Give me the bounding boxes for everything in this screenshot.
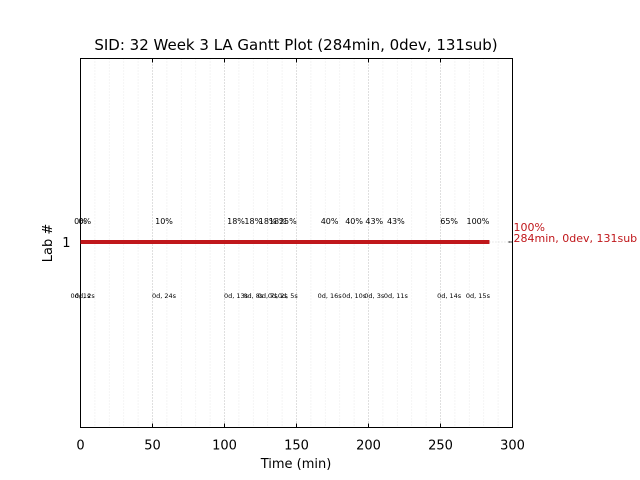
event-time-label: 0d, 1s bbox=[71, 292, 92, 300]
event-time-label: 0d, 8s bbox=[243, 292, 264, 300]
event-percent-label: 10% bbox=[155, 217, 173, 226]
end-percent-label: 100% bbox=[514, 221, 545, 234]
event-time-label: 0d, 11s bbox=[384, 292, 409, 300]
x-tick-label: 250 bbox=[428, 439, 453, 454]
event-percent-label: 40% bbox=[321, 217, 339, 226]
x-axis-ticks: 0 50 100 150 200 250 300 bbox=[76, 58, 525, 454]
event-percent-label: 43% bbox=[387, 217, 405, 226]
x-tick-label: 50 bbox=[144, 439, 161, 454]
event-percent-label: 25% bbox=[279, 217, 297, 226]
x-tick-label: 100 bbox=[212, 439, 237, 454]
event-percent-label: 18% bbox=[259, 217, 277, 226]
event-percent-label: 0% bbox=[78, 217, 91, 226]
y-axis-label: Lab # bbox=[41, 224, 56, 263]
event-time-label: 0d, 7s bbox=[258, 292, 279, 300]
event-time-label: 0d, 15s bbox=[466, 292, 491, 300]
event-time-label: 0d, 3s bbox=[364, 292, 385, 300]
y-tick-label: 1 bbox=[62, 236, 70, 251]
event-time-label: 0d, 2s bbox=[75, 292, 96, 300]
event-time-label: 0d, 24s bbox=[152, 292, 177, 300]
event-percent-label: 18% bbox=[227, 217, 245, 226]
event-percent-label: 18% bbox=[244, 217, 262, 226]
x-tick-label: 0 bbox=[76, 439, 84, 454]
event-time-label: 0d, 16s bbox=[318, 292, 343, 300]
event-percent-label: 40% bbox=[345, 217, 363, 226]
event-percent-label: 18% bbox=[269, 217, 287, 226]
event-percent-label: 100% bbox=[467, 217, 490, 226]
event-time-label: 0d, 5s bbox=[278, 292, 299, 300]
x-tick-label: 150 bbox=[284, 439, 309, 454]
x-tick-label: 200 bbox=[356, 439, 381, 454]
chart-title: SID: 32 Week 3 LA Gantt Plot (284min, 0d… bbox=[94, 36, 497, 54]
event-time-label: 0d, 14s bbox=[437, 292, 462, 300]
event-percent-label: 65% bbox=[440, 217, 458, 226]
event-percent-label: 0% bbox=[74, 217, 87, 226]
end-summary-label: 284min, 0dev, 131sub bbox=[514, 232, 638, 245]
event-time-label: 0d, 13s bbox=[224, 292, 249, 300]
event-time-label: 0d, 2s bbox=[268, 292, 289, 300]
event-time-label: 0d, 10s bbox=[342, 292, 367, 300]
event-percent-label: 43% bbox=[365, 217, 383, 226]
event-labels: 0% 0d, 1s 0% 0d, 2s 10% 0d, 24s 18% 0d, 13s 18% 0… bbox=[71, 217, 491, 300]
x-tick-label: 300 bbox=[500, 439, 525, 454]
x-axis-label: Time (min) bbox=[260, 457, 332, 472]
